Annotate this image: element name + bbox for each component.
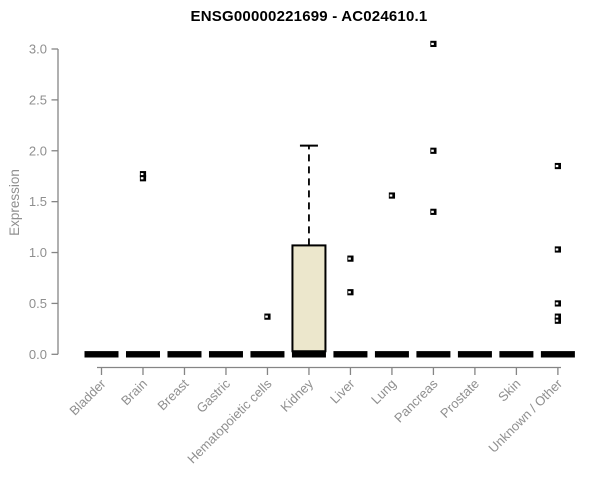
x-tick-label: Liver: [327, 376, 358, 407]
outlier-point-center: [555, 248, 559, 251]
median-bar: [416, 351, 451, 358]
outlier-point-center: [348, 257, 351, 260]
y-tick-label: 1.5: [29, 194, 47, 209]
x-tick-label: Unknown / Other: [485, 376, 565, 456]
y-tick-label: 2.5: [29, 92, 47, 107]
median-bar: [374, 351, 409, 358]
median-bar: [457, 351, 492, 358]
x-tick-label: Gastric: [193, 376, 233, 416]
median-bar: [333, 351, 368, 358]
median-bar: [208, 351, 243, 358]
outlier-point-center: [140, 177, 144, 180]
y-tick-label: 1.0: [29, 245, 47, 260]
outlier-point-center: [431, 42, 434, 46]
outlier-point-center: [265, 315, 268, 318]
median-bar: [250, 351, 285, 358]
x-tick-label: Skin: [495, 376, 523, 404]
box-rect: [291, 244, 327, 353]
median-bar: [125, 351, 160, 358]
x-tick-label: Breast: [154, 376, 191, 413]
y-tick-label: 0.0: [29, 347, 47, 362]
median-bar: [499, 351, 534, 358]
chart-title: ENSG00000221699 - AC024610.1: [190, 8, 428, 25]
outlier-point-center: [555, 164, 559, 168]
x-tick-label: Kidney: [277, 376, 316, 415]
x-tick-label: Prostate: [437, 376, 482, 421]
x-tick-label: Lung: [368, 376, 399, 407]
y-tick-label: 2.0: [29, 143, 47, 158]
outlier-point-center: [555, 315, 559, 318]
x-tick-label: Brain: [118, 376, 150, 408]
outlier-point-center: [431, 149, 434, 152]
outlier-point-center: [389, 194, 393, 197]
median-bar: [167, 351, 202, 358]
y-tick-label: 3.0: [29, 42, 47, 57]
outlier-point-center: [140, 173, 144, 176]
x-tick-label: Bladder: [66, 376, 109, 419]
y-tick-label: 0.5: [29, 296, 47, 311]
outlier-point-center: [555, 302, 559, 305]
outlier-point-center: [348, 291, 351, 294]
outlier-point-center: [555, 319, 559, 322]
median-bar: [84, 351, 119, 358]
median-bar: [291, 351, 326, 358]
median-bar: [540, 351, 575, 358]
outlier-point-center: [431, 210, 434, 213]
x-tick-label: Pancreas: [391, 376, 441, 426]
